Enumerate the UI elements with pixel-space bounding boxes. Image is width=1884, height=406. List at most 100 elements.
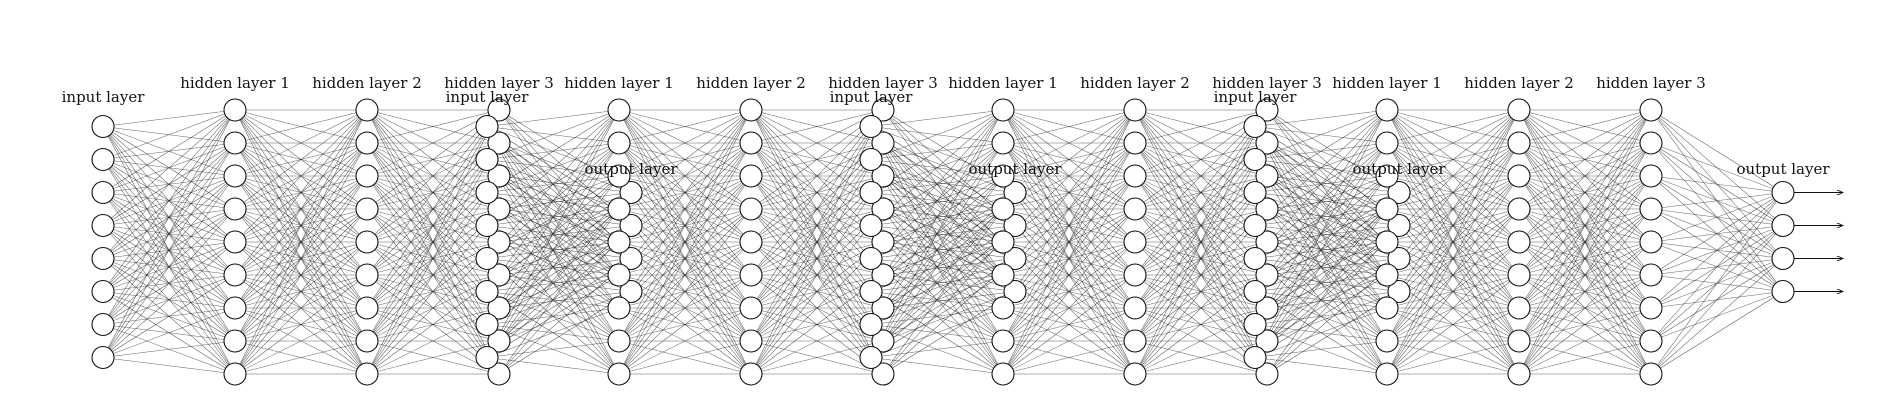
hidden1-neuron	[991, 230, 1015, 254]
connection-line	[1386, 109, 1520, 375]
connection-line	[1518, 109, 1652, 276]
connection-line	[1002, 142, 1136, 375]
input-neuron	[475, 246, 499, 271]
hidden2-neuron	[1123, 131, 1147, 155]
connection-line	[870, 307, 1004, 358]
hidden3-neuron	[487, 230, 511, 254]
hidden3-neuron	[487, 296, 511, 320]
connection-line	[1650, 258, 1784, 375]
hidden-layer-2-label: hidden layer 2	[696, 74, 806, 92]
hidden1-neuron	[223, 329, 247, 353]
hidden2-neuron	[1507, 164, 1531, 188]
hidden-layer-1-label: hidden layer 1	[1332, 74, 1442, 92]
connection-line	[102, 109, 236, 160]
connection-line	[750, 109, 884, 342]
hidden2-neuron	[739, 131, 763, 155]
hidden2-neuron	[355, 164, 379, 188]
hidden3-neuron	[1255, 131, 1279, 155]
connection-line	[1002, 340, 1136, 375]
connection-line	[1002, 109, 1136, 144]
hidden-layer-2-label: hidden layer 2	[1080, 74, 1190, 92]
input-neuron	[91, 312, 115, 337]
hidden3-neuron	[1255, 197, 1279, 221]
connection-line	[1386, 208, 1520, 375]
connection-line	[618, 109, 752, 342]
connection-line	[618, 340, 752, 375]
hidden-layer-3-label: hidden layer 3	[828, 74, 938, 92]
connection-line	[1002, 175, 1136, 375]
connection-line	[870, 175, 1004, 358]
connection-line	[1134, 175, 1268, 375]
hidden1-neuron	[1375, 263, 1399, 287]
connection-line	[618, 109, 752, 375]
connection-line	[366, 208, 500, 375]
connection-line	[486, 357, 620, 375]
connection-line	[1266, 142, 1400, 193]
output-neuron	[1387, 213, 1411, 238]
hidden1-neuron	[1375, 98, 1399, 122]
hidden1-neuron	[607, 164, 631, 188]
connection-line	[750, 109, 884, 276]
input-neuron	[475, 345, 499, 370]
connection-line	[618, 274, 752, 375]
connection-line	[486, 109, 620, 358]
hidden1-neuron	[1375, 329, 1399, 353]
connection-line	[618, 109, 752, 144]
connection-line	[366, 109, 500, 144]
connection-line	[102, 109, 236, 193]
connection-line	[1254, 340, 1388, 358]
connection-line	[1518, 109, 1652, 375]
connection-line	[618, 175, 752, 375]
connection-line	[102, 175, 236, 358]
output-neuron	[1387, 180, 1411, 205]
connection-line	[234, 109, 368, 177]
input-neuron	[91, 345, 115, 370]
connection-line	[870, 109, 1004, 292]
hidden2-neuron	[1123, 230, 1147, 254]
input-neuron	[1243, 147, 1267, 172]
input-neuron	[475, 180, 499, 205]
input-neuron	[1243, 345, 1267, 370]
connection-line	[234, 109, 368, 243]
hidden3-neuron	[871, 98, 895, 122]
connection-line	[1134, 109, 1268, 309]
hidden3-neuron	[871, 296, 895, 320]
hidden1-neuron	[223, 164, 247, 188]
input-neuron	[91, 147, 115, 172]
input-layer-label: input layer	[62, 88, 146, 106]
connection-line	[1386, 142, 1520, 375]
hidden2-neuron	[739, 263, 763, 287]
output-neuron	[1771, 279, 1795, 304]
output-layer-label: output layer	[584, 160, 678, 178]
connection-line	[102, 274, 236, 358]
connection-line	[102, 109, 236, 325]
hidden1-neuron	[991, 362, 1015, 386]
hidden2-neuron	[739, 362, 763, 386]
connection-line	[234, 241, 368, 375]
connection-line	[1254, 175, 1388, 358]
hidden-layer-1-label: hidden layer 1	[180, 74, 290, 92]
connection-line	[1002, 307, 1136, 375]
connection-line	[1386, 109, 1520, 309]
connection-line	[102, 109, 236, 259]
connection-line	[1518, 109, 1652, 309]
connection-line	[1254, 109, 1388, 160]
connection-line	[102, 142, 236, 358]
hidden2-neuron	[1507, 296, 1531, 320]
connection-line	[1002, 241, 1136, 375]
connection-line	[1650, 192, 1784, 309]
connection-line	[234, 307, 368, 375]
output-neuron	[1003, 180, 1027, 205]
hidden1-neuron	[607, 230, 631, 254]
connection-line	[1518, 109, 1652, 177]
hidden3-neuron	[1255, 296, 1279, 320]
hidden1-neuron	[991, 296, 1015, 320]
connection-line	[1254, 109, 1388, 259]
hidden1-neuron	[223, 230, 247, 254]
connection-line	[750, 175, 884, 375]
connection-line	[1002, 109, 1136, 342]
connection-line	[1650, 142, 1784, 193]
connection-line	[618, 109, 752, 309]
hidden2-neuron	[355, 230, 379, 254]
connection-line	[1386, 109, 1520, 342]
